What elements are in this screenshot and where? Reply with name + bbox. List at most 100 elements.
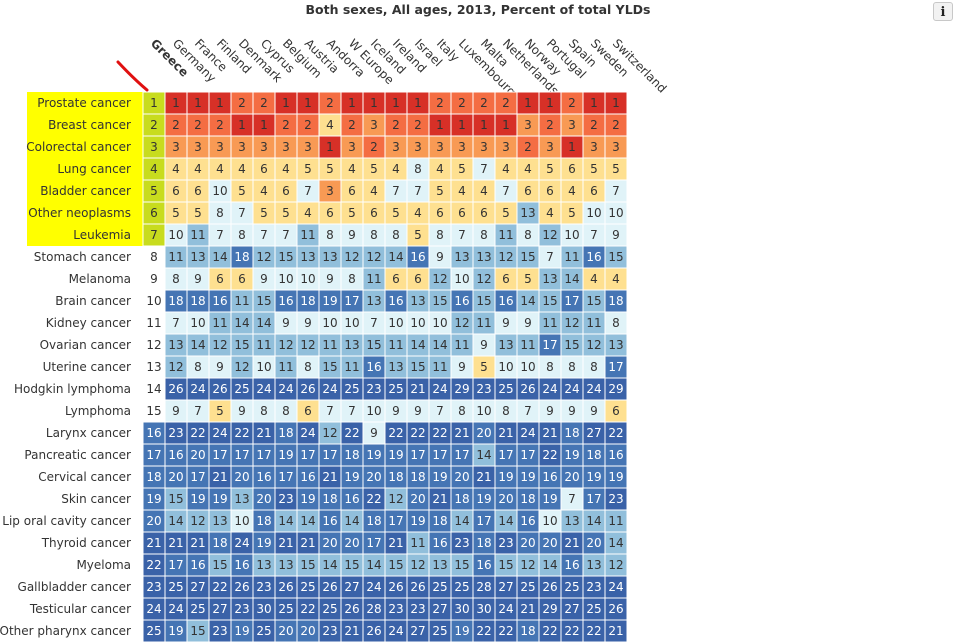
cell-value: 10	[344, 316, 359, 330]
cell-value: 24	[190, 382, 205, 396]
cell-value: 20	[278, 624, 293, 638]
cell-value: 11	[542, 316, 557, 330]
cell-value: 9	[348, 228, 356, 242]
cell-value: 21	[410, 382, 425, 396]
cell-value: 13	[608, 338, 623, 352]
cell-value: 16	[366, 360, 381, 374]
cell-value: 11	[146, 316, 161, 330]
cell-value: 11	[586, 316, 601, 330]
cell-value: 16	[344, 492, 359, 506]
cell-value: 26	[278, 580, 293, 594]
cell-value: 6	[260, 162, 268, 176]
cell-value: 7	[436, 404, 444, 418]
cell-value: 4	[216, 162, 224, 176]
cell-value: 27	[564, 602, 579, 616]
cell-value: 2	[260, 96, 268, 110]
cell-value: 1	[524, 96, 532, 110]
cell-value: 7	[304, 184, 312, 198]
cell-value: 14	[498, 514, 513, 528]
cell-value: 2	[304, 118, 312, 132]
cell-value: 1	[414, 96, 422, 110]
cell-value: 21	[344, 624, 359, 638]
cell-value: 2	[590, 118, 598, 132]
row-label: Lymphoma	[65, 404, 131, 418]
cell-value: 15	[300, 558, 315, 572]
cell-value: 18	[234, 250, 249, 264]
cell-value: 9	[568, 404, 576, 418]
cell-value: 5	[194, 206, 202, 220]
cell-value: 12	[278, 338, 293, 352]
cell-value: 17	[168, 558, 183, 572]
cell-value: 8	[392, 228, 400, 242]
cell-value: 26	[344, 602, 359, 616]
cell-value: 14	[432, 338, 447, 352]
cell-value: 22	[586, 624, 601, 638]
cell-value: 23	[454, 536, 469, 550]
cell-value: 17	[344, 294, 359, 308]
cell-value: 24	[146, 602, 161, 616]
cell-value: 1	[172, 96, 180, 110]
cell-value: 6	[568, 162, 576, 176]
info-button[interactable]: i	[933, 2, 953, 21]
cell-value: 15	[520, 250, 535, 264]
heatmap-cell[interactable]	[604, 619, 628, 643]
cell-value: 4	[546, 206, 554, 220]
cell-value: 4	[172, 162, 180, 176]
cell-value: 24	[432, 382, 447, 396]
cell-value: 13	[498, 338, 513, 352]
cell-value: 4	[590, 272, 598, 286]
cell-value: 9	[392, 404, 400, 418]
cell-value: 20	[410, 492, 425, 506]
cell-value: 14	[344, 514, 359, 528]
cell-value: 3	[546, 140, 554, 154]
cell-value: 11	[278, 360, 293, 374]
cell-value: 22	[410, 426, 425, 440]
cell-value: 13	[278, 558, 293, 572]
cell-value: 3	[370, 118, 378, 132]
cell-value: 1	[502, 118, 510, 132]
cell-value: 22	[542, 624, 557, 638]
cell-value: 6	[194, 184, 202, 198]
cell-value: 20	[542, 536, 557, 550]
cell-value: 7	[480, 162, 488, 176]
cell-value: 27	[190, 580, 205, 594]
cell-value: 6	[612, 404, 620, 418]
cell-value: 21	[564, 536, 579, 550]
cell-value: 16	[234, 558, 249, 572]
cell-value: 26	[520, 382, 535, 396]
cell-value: 6	[282, 184, 290, 198]
cell-value: 6	[458, 206, 466, 220]
cell-value: 16	[322, 514, 337, 528]
cell-value: 14	[322, 558, 337, 572]
cell-value: 8	[590, 360, 598, 374]
cell-value: 4	[304, 206, 312, 220]
cell-value: 19	[564, 448, 579, 462]
cell-value: 24	[300, 426, 315, 440]
cell-value: 11	[432, 360, 447, 374]
cell-value: 17	[498, 448, 513, 462]
cell-value: 20	[454, 470, 469, 484]
cell-value: 5	[590, 162, 598, 176]
cell-value: 4	[524, 162, 532, 176]
cell-value: 27	[498, 580, 513, 594]
cell-value: 25	[586, 602, 601, 616]
cell-value: 5	[326, 162, 334, 176]
cell-value: 2	[524, 140, 532, 154]
cell-value: 10	[278, 272, 293, 286]
cell-value: 5	[348, 206, 356, 220]
cell-value: 17	[564, 294, 579, 308]
cell-value: 7	[260, 228, 268, 242]
cell-value: 12	[168, 360, 183, 374]
row-label: Thyroid cancer	[41, 536, 131, 550]
cell-value: 20	[234, 470, 249, 484]
cell-value: 4	[414, 206, 422, 220]
cell-value: 6	[172, 184, 180, 198]
cell-value: 23	[278, 492, 293, 506]
cell-value: 17	[300, 448, 315, 462]
cell-value: 8	[502, 404, 510, 418]
cell-value: 15	[366, 338, 381, 352]
cell-value: 15	[454, 558, 469, 572]
cell-value: 6	[150, 206, 158, 220]
cell-value: 9	[612, 228, 620, 242]
cell-value: 19	[212, 492, 227, 506]
